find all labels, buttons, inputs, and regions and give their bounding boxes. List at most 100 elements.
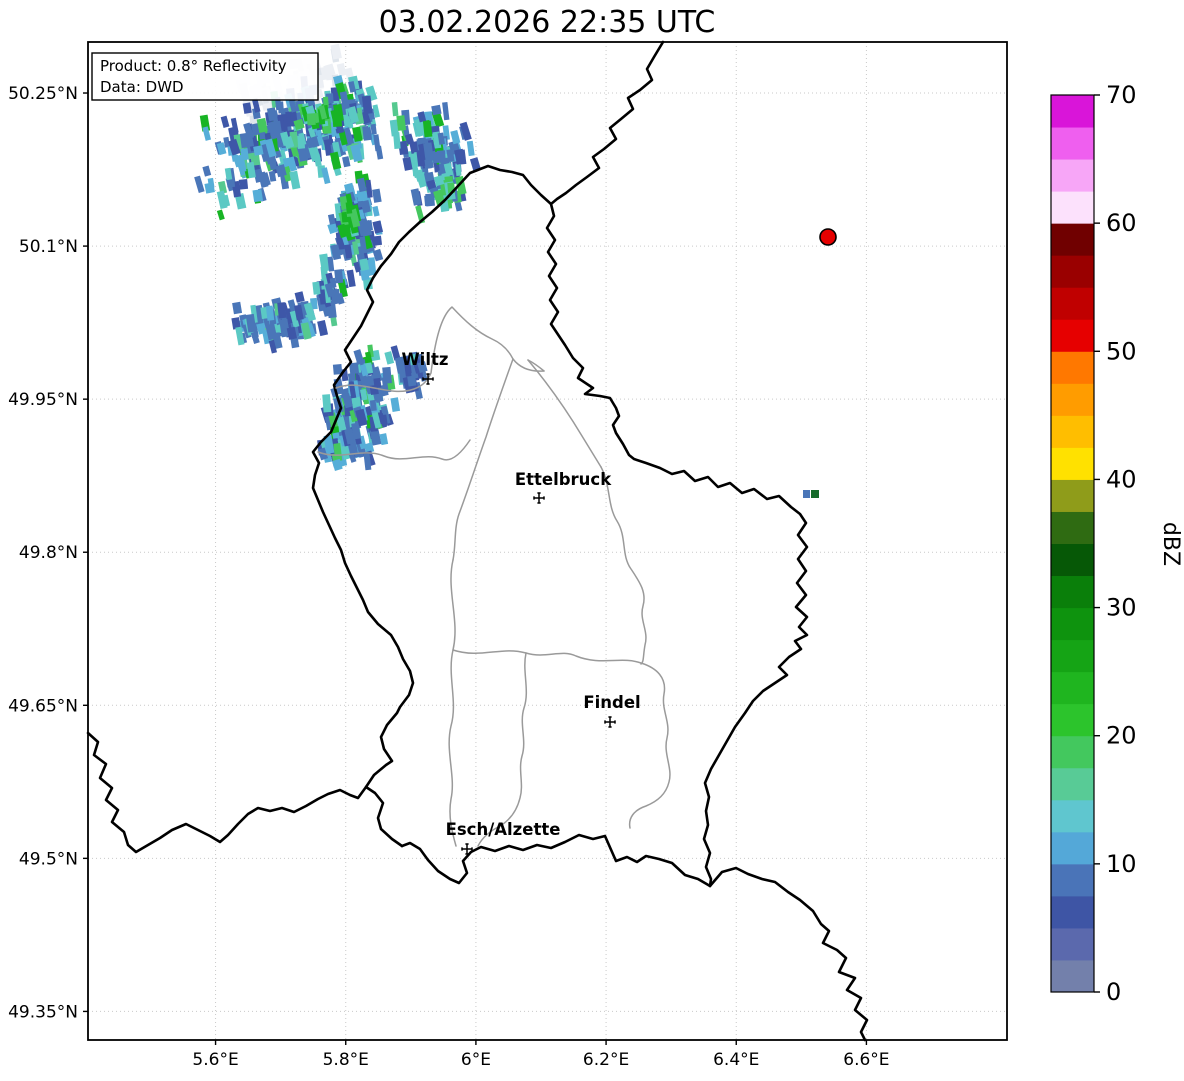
colorbar-segment (1051, 415, 1094, 448)
y-axis-tick-label: 50.25°N (8, 84, 78, 104)
radar-echo-cell (274, 120, 283, 135)
radar-echo-layer (194, 43, 819, 498)
radar-echo-cell (223, 136, 231, 148)
radar-echo-cell (356, 190, 367, 202)
radar-echo-cell (330, 315, 338, 327)
radar-echo-cell (437, 132, 445, 145)
city-findel: Findel (583, 693, 641, 728)
radar-echo-cell (375, 145, 384, 160)
city-marker-icon (461, 843, 473, 855)
radar-echo-cell (379, 433, 389, 446)
radar-echo-cell (469, 157, 482, 172)
x-axis-tick-label: 6.6°E (843, 1050, 889, 1070)
radar-echo-cell (343, 112, 353, 129)
colorbar-segment (1051, 671, 1094, 705)
border-luxembourg-north (418, 164, 553, 224)
radar-echo-cell (319, 289, 327, 305)
radar-echo-cell (417, 111, 427, 123)
radar-echo-cell (230, 117, 239, 134)
radar-echo-cell (217, 180, 228, 194)
radar-echo-cell (239, 132, 250, 149)
radar-echo-cell (300, 322, 312, 340)
radar-echo-cell (350, 144, 363, 163)
radar-echo-cell (413, 118, 427, 137)
colorbar-segment (1051, 191, 1094, 224)
radar-echo-cell (359, 364, 369, 377)
radar-echo-cell (372, 220, 384, 234)
radar-echo-cell (393, 132, 401, 149)
radar-echo-cell (253, 145, 264, 156)
radar-echo-cell (384, 351, 395, 365)
radar-echo-cell (325, 65, 333, 81)
colorbar-segment (1051, 351, 1094, 384)
colorbar-segment (1051, 383, 1094, 416)
radar-echo-cell (398, 140, 409, 156)
radar-echo-cell (294, 304, 304, 321)
radar-echo-cell (279, 318, 290, 338)
radar-echo-cell (232, 154, 242, 168)
colorbar-tick-label: 40 (1106, 465, 1137, 493)
radar-echo-cell (235, 326, 245, 346)
radar-echo-cell (369, 428, 382, 446)
x-axis-tick-label: 6°E (461, 1050, 491, 1070)
colorbar-segment (1051, 735, 1094, 769)
radar-echo-cell (361, 95, 373, 115)
radar-echo-cell (329, 151, 342, 170)
axis-ticks: 5.6°E 5.8°E 6°E 6.2°E 6.4°E 6.6°E 50.25°N 50.1°… (8, 84, 889, 1070)
x-axis-tick-label: 6.2°E (583, 1050, 629, 1070)
radar-echo-cell (237, 154, 247, 173)
radar-echo-cell (330, 43, 342, 60)
radar-echo-cell (372, 104, 381, 118)
colorbar-frame (1050, 94, 1095, 993)
radar-echo-cell (345, 201, 353, 214)
radar-echo-cell (365, 179, 373, 198)
radar-echo-cell (342, 156, 351, 168)
radar-site-marker[interactable] (819, 228, 837, 246)
radar-echo-cell (330, 244, 342, 261)
radar-echo-cell (362, 125, 373, 141)
colorbar-segment (1051, 543, 1094, 577)
radar-echo-cell (256, 117, 268, 133)
radar-echo-cell (345, 193, 354, 211)
colorbar: 0 10 20 30 40 50 60 70 (1051, 81, 1137, 1006)
colorbar-segment (1051, 895, 1094, 929)
radar-echo-cell (327, 412, 339, 431)
radar-echo-cell (294, 291, 305, 303)
radar-echo-cell (362, 277, 373, 290)
colorbar-segment (1051, 927, 1094, 961)
radar-echo-cell (268, 170, 277, 182)
radar-echo-cell (342, 393, 353, 409)
y-axis-tick-label: 50.1°N (19, 237, 78, 257)
radar-echo-cell (459, 121, 472, 141)
radar-echo-cell (372, 248, 384, 262)
radar-echo-cell (344, 244, 353, 259)
radar-echo-cell (362, 219, 373, 236)
radar-echo-cell (238, 179, 249, 190)
radar-echo-cell (466, 140, 475, 157)
radar-echo-cell (257, 171, 269, 188)
radar-echo-cell (372, 205, 380, 217)
radar-echo-cell (286, 326, 297, 340)
radar-echo-cell (318, 105, 328, 120)
radar-echo-cell (327, 222, 339, 235)
radar-echo-cell (317, 320, 329, 337)
radar-echo-cell (306, 113, 316, 126)
city-label: Findel (583, 693, 640, 712)
radar-echo-cell (228, 138, 241, 156)
radar-echo-cell (363, 453, 372, 471)
product-legend: Product: 0.8° Reflectivity Data: DWD (91, 52, 319, 101)
radar-echo-cell (369, 399, 377, 412)
radar-echo-cell (268, 339, 278, 354)
border-belgium-france (86, 731, 368, 854)
radar-echo-cell (245, 313, 257, 333)
radar-echo-cell (250, 331, 260, 344)
border-moselle (708, 866, 869, 1042)
colorbar-segment (1051, 511, 1094, 544)
city-label: Ettelbruck (515, 470, 612, 489)
radar-echo-cell (417, 361, 428, 373)
radar-echo-cell (426, 179, 437, 191)
radar-echo-cell (272, 332, 281, 347)
y-axis-tick-label: 49.35°N (8, 1002, 78, 1022)
radar-echo-cell (252, 189, 264, 203)
echo-cluster-north-lobe (389, 101, 482, 224)
